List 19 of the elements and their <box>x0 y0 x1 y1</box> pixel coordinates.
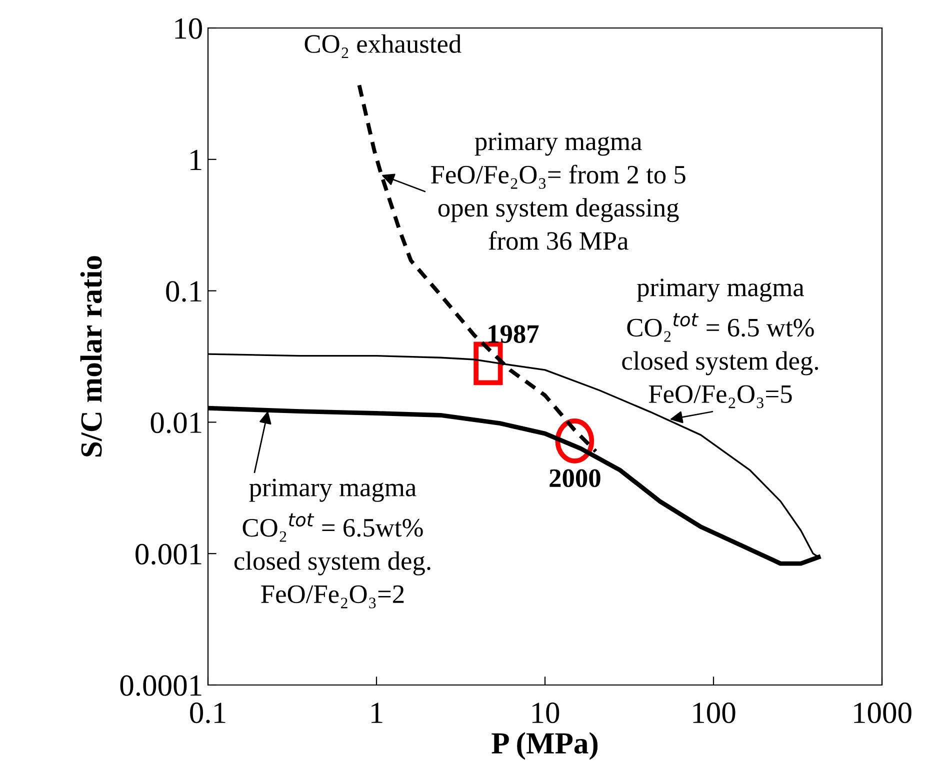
annotation: 2000 <box>550 469 600 488</box>
y-tick-label: 1 <box>190 150 202 170</box>
x-tick-label: 0.1 <box>190 702 226 724</box>
x-tick-label: 100 <box>693 702 736 724</box>
y-tick-label: 0.001 <box>136 544 202 565</box>
annotation: primary magma CO₂$^{tot}$ = 6.5wt% closed system deg. FeO/Fe₂O₃=2 <box>234 478 430 608</box>
y-axis-title: S/C molar ratio <box>80 256 102 456</box>
x-axis-title: P (MPa) <box>492 732 598 760</box>
annotation: 1987 <box>488 325 539 343</box>
annotation: primary magma CO₂$^{tot}$ = 6.5 wt% closed system deg. FeO/Fe₂O₃=5 <box>622 278 818 408</box>
annotation: primary magma FeO/Fe₂O₃= from 2 to 5 open system degassing from 36 MPa <box>431 132 686 250</box>
y-tick-label: 0.0001 <box>120 675 202 696</box>
annotation: CO₂ exhausted <box>304 34 462 58</box>
y-tick-label: 0.1 <box>166 281 202 302</box>
x-tick-label: 10 <box>532 702 560 724</box>
y-tick-label: 10 <box>175 18 202 39</box>
y-tick-label: 0.01 <box>150 412 202 434</box>
x-tick-label: 1000 <box>854 702 912 724</box>
x-tick-label: 1 <box>372 702 382 723</box>
